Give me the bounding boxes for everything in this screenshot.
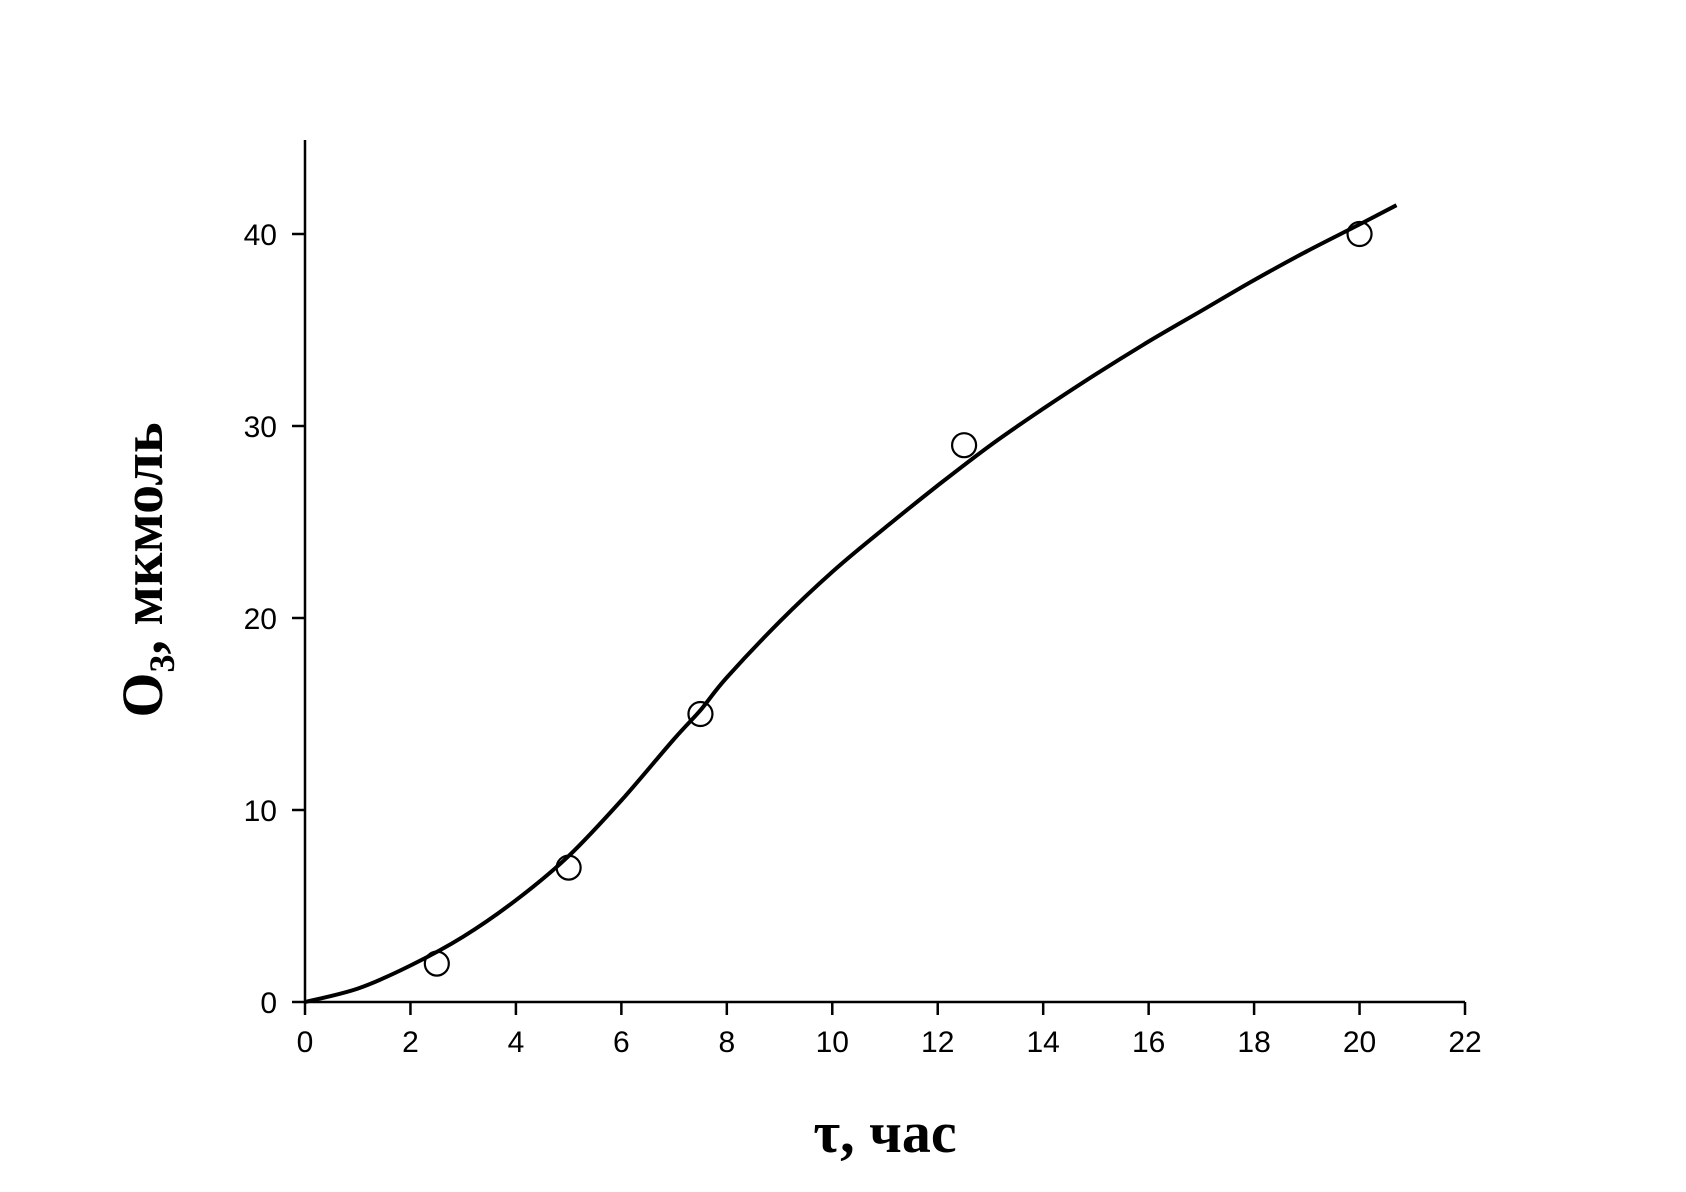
- y-axis-title: O3, мкмоль: [110, 422, 182, 717]
- y-axis-title-subscript: 3: [142, 655, 182, 673]
- data-point: [1346, 220, 1373, 248]
- data-point: [555, 854, 582, 881]
- x-tick-label: 12: [921, 1026, 954, 1059]
- x-tick-label: 20: [1343, 1026, 1376, 1059]
- data-point: [687, 700, 714, 728]
- fit-curve-group: [304, 203, 1398, 1004]
- x-tick-label: 2: [402, 1026, 419, 1059]
- x-tick-label: 16: [1132, 1026, 1165, 1059]
- y-tick-label: 20: [244, 603, 277, 636]
- x-tick-label: 4: [508, 1026, 525, 1059]
- x-tick-label: 14: [1026, 1026, 1059, 1059]
- y-tick-label: 0: [260, 987, 277, 1020]
- y-tick-label: 40: [244, 219, 277, 252]
- x-tick-label: 8: [718, 1026, 735, 1059]
- y-axis-title-group: O3, мкмоль: [110, 422, 182, 717]
- data-point: [950, 432, 978, 459]
- y-tick-label: 30: [244, 411, 277, 444]
- ticks: 0 2 4 6 8 10 12 14 16 18 20 22 0 10 20 30 40: [244, 219, 1482, 1059]
- y-axis-title-main: O: [110, 673, 175, 718]
- x-axis-title: τ, час: [813, 1100, 956, 1165]
- y-axis-title-rest: , мкмоль: [110, 422, 175, 654]
- x-tick-label: 6: [613, 1026, 630, 1059]
- x-tick-label: 0: [297, 1026, 314, 1059]
- y-tick-label: 10: [244, 795, 277, 828]
- data-point: [423, 950, 450, 977]
- x-tick-label: 18: [1237, 1026, 1270, 1059]
- data-points-group: [423, 220, 1373, 977]
- x-tick-label: 10: [816, 1026, 849, 1059]
- axes: [303, 140, 1465, 1004]
- x-tick-label: 22: [1448, 1026, 1481, 1059]
- fit-curve: [304, 203, 1398, 1004]
